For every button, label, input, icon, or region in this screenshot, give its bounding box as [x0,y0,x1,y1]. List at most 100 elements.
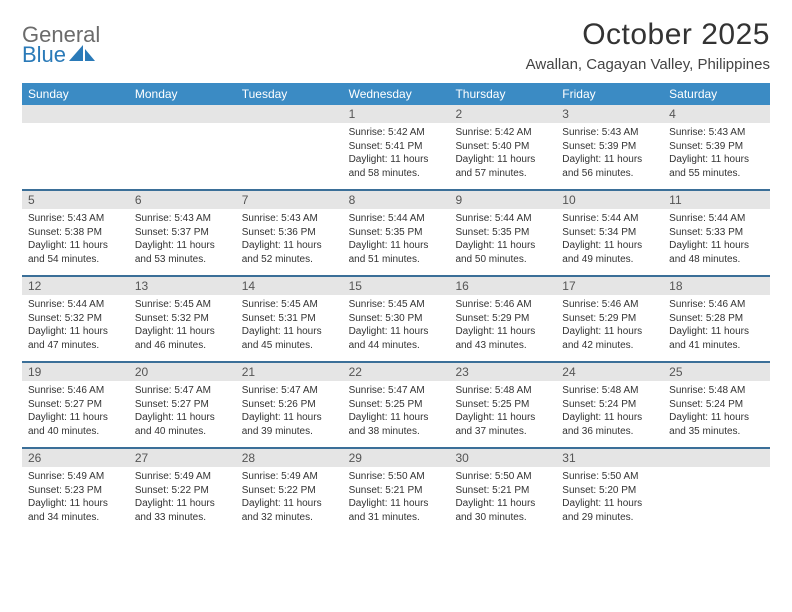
day-cell: 18Sunrise: 5:46 AMSunset: 5:28 PMDayligh… [663,277,770,361]
sunrise-text: Sunrise: 5:47 AM [242,384,337,398]
day-cell: 6 Sunrise: 5:43 AMSunset: 5:37 PMDaylight… [129,191,236,275]
sunrise-text: Sunrise: 5:44 AM [349,212,444,226]
day-cell [22,105,129,189]
weekday-header: Sunday [22,83,129,105]
daylight-text: Daylight: 11 hours and 53 minutes. [135,239,230,266]
day-number-row: 14 [236,277,343,295]
weekday-header: Monday [129,83,236,105]
daylight-text: Daylight: 11 hours and 35 minutes. [669,411,764,438]
sunrise-text: Sunrise: 5:48 AM [562,384,657,398]
daylight-text: Daylight: 11 hours and 42 minutes. [562,325,657,352]
day-body: Sunrise: 5:45 AMSunset: 5:31 PMDaylight:… [236,295,343,358]
sunset-text: Sunset: 5:41 PM [349,140,444,154]
day-body: Sunrise: 5:49 AMSunset: 5:23 PMDaylight:… [22,467,129,530]
day-body: Sunrise: 5:43 AMSunset: 5:39 PMDaylight:… [556,123,663,186]
day-body: Sunrise: 5:43 AMSunset: 5:38 PMDaylight:… [22,209,129,272]
page: General Blue October 2025 Awallan, Cagay… [0,0,792,551]
weekday-header: Saturday [663,83,770,105]
sunset-text: Sunset: 5:23 PM [28,484,123,498]
day-cell: 2Sunrise: 5:42 AMSunset: 5:40 PMDaylight… [449,105,556,189]
day-number-row: 9 [449,191,556,209]
day-body [129,123,236,132]
day-number: 22 [349,365,362,379]
day-cell: 25Sunrise: 5:48 AMSunset: 5:24 PMDayligh… [663,363,770,447]
day-number: 23 [455,365,468,379]
daylight-text: Daylight: 11 hours and 43 minutes. [455,325,550,352]
sunset-text: Sunset: 5:22 PM [242,484,337,498]
week-row: 12Sunrise: 5:44 AMSunset: 5:32 PMDayligh… [22,277,770,361]
day-number-row [22,105,129,123]
sunset-text: Sunset: 5:27 PM [28,398,123,412]
day-number: 20 [135,365,148,379]
day-cell: 29Sunrise: 5:50 AMSunset: 5:21 PMDayligh… [343,449,450,533]
sunset-text: Sunset: 5:25 PM [455,398,550,412]
day-body: Sunrise: 5:47 AMSunset: 5:26 PMDaylight:… [236,381,343,444]
day-number: 31 [562,451,575,465]
day-body: Sunrise: 5:44 AMSunset: 5:34 PMDaylight:… [556,209,663,272]
daylight-text: Daylight: 11 hours and 48 minutes. [669,239,764,266]
day-number: 6 [135,193,142,207]
day-number: 24 [562,365,575,379]
sunrise-text: Sunrise: 5:49 AM [28,470,123,484]
sunrise-text: Sunrise: 5:42 AM [455,126,550,140]
day-body: Sunrise: 5:48 AMSunset: 5:25 PMDaylight:… [449,381,556,444]
sunrise-text: Sunrise: 5:43 AM [28,212,123,226]
title-block: October 2025 Awallan, Cagayan Valley, Ph… [526,18,770,73]
daylight-text: Daylight: 11 hours and 58 minutes. [349,153,444,180]
daylight-text: Daylight: 11 hours and 54 minutes. [28,239,123,266]
day-cell: 26 Sunrise: 5:49 AMSunset: 5:23 PMDayligh… [22,449,129,533]
day-number: 2 [455,107,462,121]
day-number-row: 19 [22,363,129,381]
month-title: October 2025 [526,18,770,52]
sunrise-text: Sunrise: 5:46 AM [28,384,123,398]
sunset-text: Sunset: 5:35 PM [455,226,550,240]
day-cell: 10 Sunrise: 5:44 AMSunset: 5:34 PMDayligh… [556,191,663,275]
day-cell: 24Sunrise: 5:48 AMSunset: 5:24 PMDayligh… [556,363,663,447]
day-number: 12 [28,279,41,293]
day-number-row: 15 [343,277,450,295]
day-cell: 15Sunrise: 5:45 AMSunset: 5:30 PMDayligh… [343,277,450,361]
day-body: Sunrise: 5:48 AMSunset: 5:24 PMDaylight:… [663,381,770,444]
daylight-text: Daylight: 11 hours and 44 minutes. [349,325,444,352]
day-number: 13 [135,279,148,293]
day-cell: 20 Sunrise: 5:47 AMSunset: 5:27 PMDayligh… [129,363,236,447]
daylight-text: Daylight: 11 hours and 51 minutes. [349,239,444,266]
week-row: 5Sunrise: 5:43 AMSunset: 5:38 PMDaylight… [22,191,770,275]
daylight-text: Daylight: 11 hours and 34 minutes. [28,497,123,524]
sunset-text: Sunset: 5:32 PM [135,312,230,326]
sunrise-text: Sunrise: 5:43 AM [669,126,764,140]
sunrise-text: Sunrise: 5:50 AM [562,470,657,484]
day-body: Sunrise: 5:43 AMSunset: 5:36 PMDaylight:… [236,209,343,272]
day-body: Sunrise: 5:47 AMSunset: 5:27 PMDaylight:… [129,381,236,444]
sunrise-text: Sunrise: 5:46 AM [562,298,657,312]
sunrise-text: Sunrise: 5:45 AM [349,298,444,312]
sunset-text: Sunset: 5:21 PM [349,484,444,498]
day-number-row: 24 [556,363,663,381]
day-number: 15 [349,279,362,293]
sunset-text: Sunset: 5:24 PM [562,398,657,412]
day-body: Sunrise: 5:42 AMSunset: 5:41 PMDaylight:… [343,123,450,186]
daylight-text: Daylight: 11 hours and 45 minutes. [242,325,337,352]
day-number-row: 17 [556,277,663,295]
sunset-text: Sunset: 5:29 PM [562,312,657,326]
day-body [663,467,770,476]
day-number-row: 25 [663,363,770,381]
sunrise-text: Sunrise: 5:47 AM [135,384,230,398]
sunrise-text: Sunrise: 5:44 AM [562,212,657,226]
day-cell: 30Sunrise: 5:50 AMSunset: 5:21 PMDayligh… [449,449,556,533]
day-number-row [663,449,770,467]
day-number: 1 [349,107,356,121]
day-number: 26 [28,451,41,465]
sunset-text: Sunset: 5:37 PM [135,226,230,240]
sunset-text: Sunset: 5:40 PM [455,140,550,154]
sunrise-text: Sunrise: 5:43 AM [135,212,230,226]
daylight-text: Daylight: 11 hours and 39 minutes. [242,411,337,438]
daylight-text: Daylight: 11 hours and 55 minutes. [669,153,764,180]
day-body: Sunrise: 5:49 AMSunset: 5:22 PMDaylight:… [236,467,343,530]
day-number: 10 [562,193,575,207]
sunset-text: Sunset: 5:26 PM [242,398,337,412]
location-text: Awallan, Cagayan Valley, Philippines [526,56,770,73]
sunrise-text: Sunrise: 5:44 AM [455,212,550,226]
daylight-text: Daylight: 11 hours and 37 minutes. [455,411,550,438]
sunrise-text: Sunrise: 5:50 AM [349,470,444,484]
